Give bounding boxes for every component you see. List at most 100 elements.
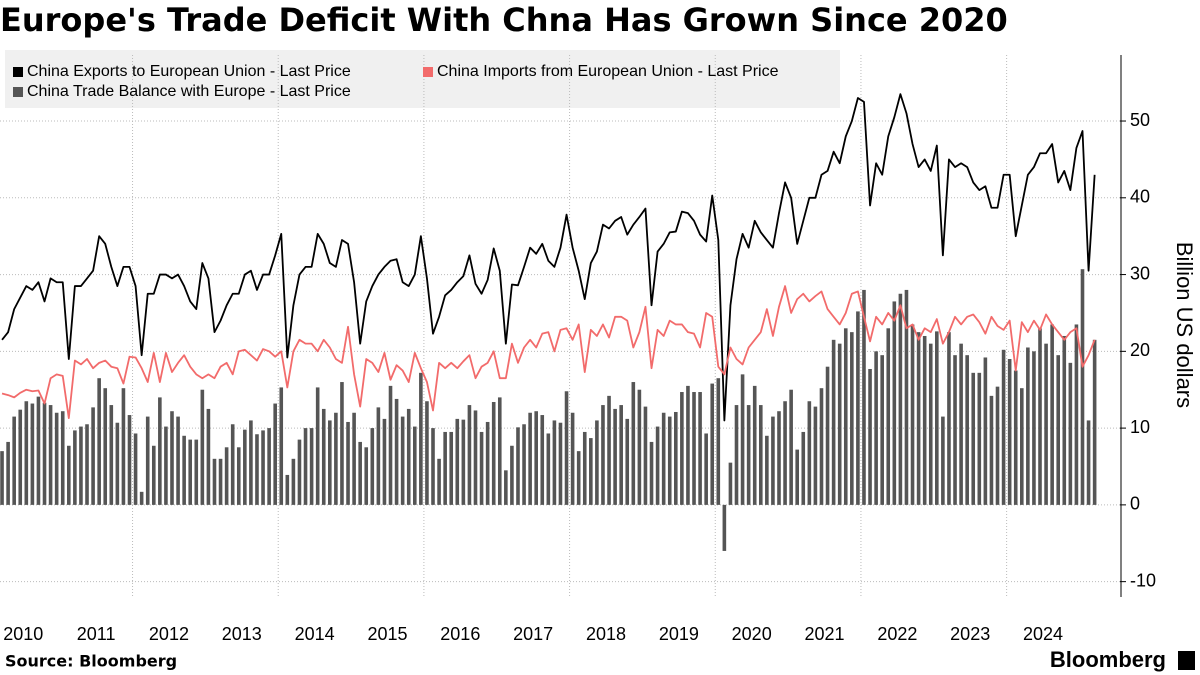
bar [601, 405, 605, 505]
bar [959, 343, 963, 505]
bar [255, 434, 259, 505]
bar [412, 426, 417, 505]
bar [121, 388, 126, 505]
bar [394, 398, 399, 505]
bar [619, 405, 623, 505]
bar [789, 389, 793, 505]
bar [564, 391, 569, 505]
bar [558, 422, 563, 505]
bar [1026, 347, 1030, 505]
bar [825, 366, 830, 505]
x-tick-label: 2023 [950, 624, 990, 644]
bar [73, 430, 77, 505]
legend-swatch [13, 87, 23, 97]
legend-swatch [423, 67, 433, 77]
bar [540, 415, 545, 505]
bar [528, 412, 532, 505]
bar [1074, 324, 1079, 505]
bar [692, 392, 696, 505]
bar [819, 388, 824, 505]
bar [497, 397, 502, 505]
bar [795, 449, 800, 505]
bar [649, 441, 654, 505]
bar [613, 408, 617, 505]
bar [516, 427, 520, 505]
bar [667, 416, 672, 505]
bar [1007, 359, 1012, 505]
bar [892, 301, 897, 505]
x-tick-label: 2013 [222, 624, 262, 644]
bar [661, 412, 666, 505]
source: Source: Bloomberg [5, 652, 177, 671]
bar [236, 447, 241, 505]
bar [947, 332, 951, 505]
bar [831, 339, 836, 505]
bar [218, 458, 223, 505]
bar [346, 421, 350, 505]
bar [340, 382, 344, 505]
bar [1001, 349, 1006, 505]
bar [813, 406, 818, 505]
bar [200, 389, 205, 505]
bar [570, 412, 575, 505]
bar [1019, 388, 1024, 505]
bar [164, 426, 168, 505]
bar [425, 401, 429, 505]
bar [546, 433, 551, 505]
bar [752, 385, 757, 505]
bar [127, 415, 132, 505]
bar [856, 311, 860, 505]
bar [36, 396, 41, 505]
bar [916, 332, 921, 505]
bar [303, 428, 308, 505]
bar [133, 433, 138, 505]
bar [151, 445, 156, 505]
bar [243, 429, 247, 505]
bar [443, 431, 447, 505]
bar [485, 421, 490, 505]
bar [837, 343, 842, 505]
y-axis-label: Billion US dollars [1172, 242, 1197, 408]
bar [176, 416, 180, 505]
bar [182, 435, 186, 505]
bar [249, 420, 253, 505]
bar [953, 355, 957, 505]
bar [24, 401, 29, 505]
bar [1050, 324, 1054, 505]
bar [60, 411, 65, 505]
bar [1013, 370, 1018, 505]
bar [595, 420, 599, 505]
bar [139, 491, 144, 505]
bar [698, 392, 702, 505]
bar [722, 504, 727, 551]
bar [491, 402, 496, 505]
bar [479, 431, 484, 505]
bar [740, 374, 745, 505]
bar [0, 451, 4, 505]
bar [607, 395, 611, 505]
x-tick-label: 2017 [513, 624, 553, 644]
bar [935, 331, 939, 505]
bar [406, 408, 411, 505]
bar [85, 424, 89, 505]
bar [30, 403, 35, 505]
bar [783, 401, 787, 505]
bar [728, 462, 733, 505]
bar [680, 392, 684, 505]
bar [868, 368, 872, 505]
x-tick-label: 2024 [1023, 624, 1063, 644]
bar [67, 445, 71, 505]
bar [419, 372, 423, 505]
bar [97, 378, 101, 505]
bar [364, 447, 369, 505]
bar [388, 385, 393, 505]
bar [18, 409, 23, 505]
line [1, 285, 1096, 420]
bar [1056, 355, 1061, 505]
bar [328, 420, 332, 505]
bar [655, 426, 660, 505]
bar [334, 412, 338, 505]
bar [12, 416, 16, 505]
x-tick-label: 2018 [586, 624, 626, 644]
